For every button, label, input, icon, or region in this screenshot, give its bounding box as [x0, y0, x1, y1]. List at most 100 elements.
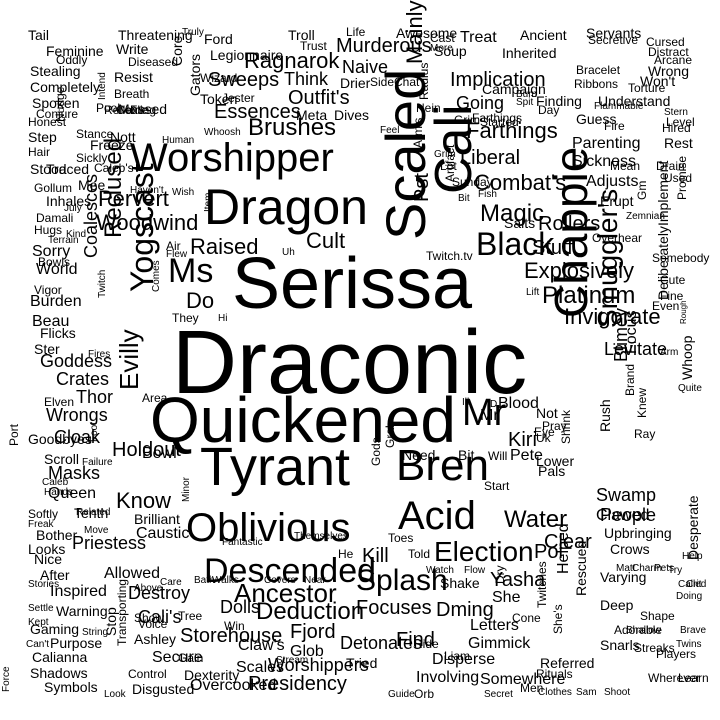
cloud-word: Fine [660, 289, 684, 303]
cloud-word: Lot [440, 159, 457, 173]
cloud-word: Called [678, 579, 707, 590]
cloud-word: Cali's [138, 607, 182, 627]
cloud-word: Pete [510, 447, 543, 464]
cloud-word: Jester [222, 91, 255, 105]
cloud-word: Focus [623, 310, 640, 354]
cloud-word: Cloak [54, 427, 101, 447]
cloud-word: Freak [28, 519, 54, 530]
cloud-word: Calianna [32, 649, 88, 665]
cloud-word: Pervert [98, 186, 169, 211]
cloud-word: Haven't [130, 185, 164, 196]
cloud-word: Step [28, 129, 57, 145]
cloud-word: Vigor [34, 283, 62, 297]
cloud-word: Whoosh [204, 127, 241, 138]
cloud-word: Hugs [34, 223, 63, 237]
cloud-word: Item [203, 192, 214, 212]
cloud-word: Levitate [604, 339, 668, 359]
cloud-word: Whoop [679, 335, 695, 380]
cloud-word: July [64, 203, 82, 214]
cloud-word: Glob [290, 643, 324, 660]
cloud-word: Lift [526, 287, 540, 298]
cloud-word: Even [652, 299, 680, 313]
cloud-word: Hi [218, 313, 228, 324]
cloud-word: Cult [306, 228, 346, 253]
cloud-word: Salts [504, 215, 536, 231]
cloud-word: Bowl [142, 445, 177, 462]
cloud-word: Honest [28, 115, 67, 129]
cloud-word: Told [408, 547, 431, 561]
cloud-word: Sickness [572, 153, 637, 170]
cloud-word: Related [76, 507, 111, 518]
cloud-word: Deep [600, 597, 634, 613]
cloud-word: Uh [282, 247, 295, 258]
cloud-word: Scroll [44, 451, 80, 467]
cloud-word: Naive [342, 57, 389, 77]
cloud-word: Hired [662, 121, 691, 135]
cloud-word: Move [84, 525, 109, 536]
cloud-word: Shake [440, 575, 480, 591]
cloud-word: Token [200, 91, 238, 107]
cloud-word: Flow [464, 565, 486, 576]
cloud-word: Completely [30, 79, 101, 95]
cloud-word: People [600, 505, 657, 525]
cloud-word: Water [504, 506, 568, 533]
cloud-word: Ms [168, 252, 214, 290]
cloud-word: Shoot [604, 687, 631, 698]
cloud-word: Human [162, 135, 195, 146]
cloud-word: Helped [555, 523, 572, 574]
cloud-word: Overhear [592, 231, 643, 245]
cloud-word: Worshipper [130, 136, 334, 180]
cloud-word: Drain [656, 159, 685, 173]
cloud-word: Snarls [600, 637, 640, 653]
cloud-word: Referred [540, 655, 595, 671]
cloud-word: Involving [416, 669, 480, 686]
cloud-word: Ashley [134, 631, 177, 647]
cloud-word: Ancient [520, 27, 567, 43]
cloud-word: Rituals [536, 667, 573, 681]
cloud-word: Ancestor [234, 578, 337, 608]
cloud-word: Uk [536, 431, 551, 445]
cloud-word: Twins [676, 639, 702, 650]
cloud-word: Think [284, 69, 329, 89]
cloud-word: Rest [664, 135, 693, 151]
cloud-word: Day [538, 103, 560, 117]
cloud-word: Shrink [559, 409, 573, 444]
cloud-word: Rollers [538, 213, 601, 235]
cloud-word: Ill [462, 397, 470, 408]
cloud-word: Crit [686, 579, 702, 590]
cloud-word: Crates [56, 369, 110, 389]
cloud-word: Parenting [572, 135, 641, 152]
cloud-word: Caleb's [94, 161, 134, 175]
cloud-word: Will [488, 449, 508, 463]
cloud-word: Freeze [90, 137, 134, 153]
cloud-word: Twitch.tv [426, 249, 473, 263]
cloud-word: Gollum [34, 181, 73, 195]
cloud-word: Truly [182, 27, 204, 38]
cloud-word: Nice [34, 551, 63, 567]
cloud-word: Claw's [238, 637, 285, 654]
cloud-word: Tried [346, 655, 378, 671]
cloud-word: Stories [28, 579, 60, 590]
cloud-word: Finding [536, 93, 582, 109]
cloud-word: Destroy [128, 583, 191, 603]
cloud-word: World [36, 261, 78, 278]
cloud-word: Damali [36, 211, 74, 225]
cloud-word: Fjord [290, 621, 336, 643]
cloud-word: Knew [635, 387, 649, 418]
cloud-word: Find [396, 629, 435, 651]
cloud-word: Caleb [42, 477, 69, 488]
cloud-word: Erupt [600, 193, 634, 209]
cloud-word: Shape [640, 609, 675, 623]
cloud-word: Quite [678, 383, 702, 394]
cloud-word: Cone [512, 611, 541, 625]
cloud-word: Feminine [46, 43, 104, 59]
cloud-word: Lower [536, 453, 575, 469]
cloud-word: Diseased [128, 55, 179, 69]
cloud-word: Sweeps [208, 69, 280, 91]
cloud-word: Write [116, 41, 149, 57]
cloud-word: Voice [138, 617, 168, 631]
cloud-word: Fantastic [222, 537, 263, 548]
cloud-word: Tenth [74, 505, 109, 521]
cloud-word: Come [116, 103, 149, 117]
cloud-word: Comes [151, 260, 162, 292]
